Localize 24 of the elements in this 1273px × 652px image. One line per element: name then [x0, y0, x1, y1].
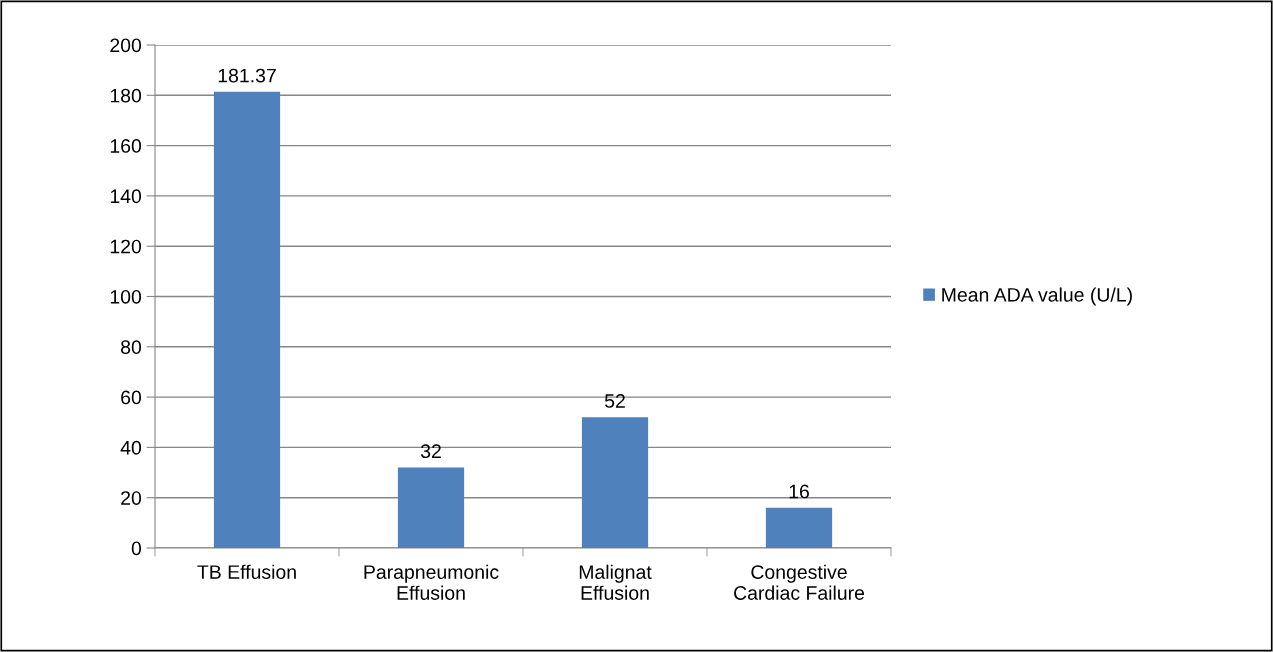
y-tick-label: 60 [121, 390, 142, 405]
bar [213, 91, 281, 548]
y-tick-label: 140 [110, 189, 142, 204]
legend-label: Mean ADA value (U/L) [942, 287, 1132, 306]
bar [765, 507, 833, 548]
y-tick-label: 80 [121, 340, 142, 355]
x-tick-label: Congestive Cardiac Failure [734, 564, 865, 600]
y-tick-label: 40 [120, 440, 142, 455]
data-label: 16 [789, 484, 809, 499]
x-tick-label: Malignat Effusion [579, 564, 652, 600]
x-tick-label: Parapneumonic Effusion [364, 564, 499, 600]
x-tick-label: TB Effusion [197, 564, 296, 579]
y-tick-label: 120 [110, 239, 142, 254]
y-tick-label: 200 [110, 38, 142, 53]
y-tick-label: 0 [131, 541, 142, 556]
y-tick-label: 100 [110, 289, 142, 304]
y-tick-label: 20 [121, 491, 142, 505]
data-label: 52 [604, 394, 625, 408]
y-tick-label: 180 [110, 88, 142, 103]
bar [581, 417, 649, 548]
y-tick-label: 160 [110, 139, 142, 153]
bar [397, 467, 465, 548]
data-label: 32 [420, 444, 441, 459]
data-label: 181.37 [218, 68, 276, 83]
